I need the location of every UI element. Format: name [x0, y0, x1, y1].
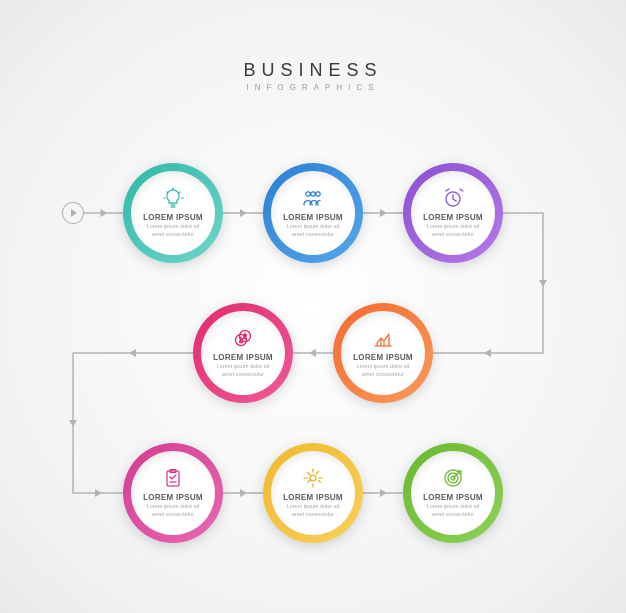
arrowhead — [380, 209, 387, 217]
step-title: LOREM IPSUM — [283, 493, 343, 502]
arrowhead — [539, 280, 547, 287]
arrowhead — [380, 489, 387, 497]
arrowhead — [95, 489, 102, 497]
step-desc: Lorem ipsum dolor sit amet consectetur — [411, 504, 495, 518]
step-node-6: LOREM IPSUM Lorem ipsum dolor sit amet c… — [123, 443, 223, 543]
gear-icon — [302, 467, 324, 489]
step-title: LOREM IPSUM — [143, 213, 203, 222]
step-desc: Lorem ipsum dolor sit amet consectetur — [411, 224, 495, 238]
step-node-1: LOREM IPSUM Lorem ipsum dolor sit amet c… — [123, 163, 223, 263]
arrowhead — [309, 349, 316, 357]
arrowhead — [240, 209, 247, 217]
step-title: LOREM IPSUM — [143, 493, 203, 502]
clock-icon — [442, 187, 464, 209]
step-desc: Lorem ipsum dolor sit amet consectetur — [131, 224, 215, 238]
arrowhead — [69, 420, 77, 427]
step-title: LOREM IPSUM — [423, 213, 483, 222]
arrowhead — [240, 489, 247, 497]
step-desc: Lorem ipsum dolor sit amet consectetur — [271, 224, 355, 238]
step-desc: Lorem ipsum dolor sit amet consectetur — [271, 504, 355, 518]
step-desc: Lorem ipsum dolor sit amet consectetur — [341, 364, 425, 378]
step-title: LOREM IPSUM — [283, 213, 343, 222]
clipboard-icon — [162, 467, 184, 489]
step-node-8: LOREM IPSUM Lorem ipsum dolor sit amet c… — [403, 443, 503, 543]
step-title: LOREM IPSUM — [423, 493, 483, 502]
arrowhead — [484, 349, 491, 357]
step-title: LOREM IPSUM — [213, 353, 273, 362]
money-icon — [232, 327, 254, 349]
step-node-3: LOREM IPSUM Lorem ipsum dolor sit amet c… — [403, 163, 503, 263]
arrowhead — [129, 349, 136, 357]
step-node-2: LOREM IPSUM Lorem ipsum dolor sit amet c… — [263, 163, 363, 263]
arrowhead — [101, 209, 108, 217]
step-title: LOREM IPSUM — [353, 353, 413, 362]
step-desc: Lorem ipsum dolor sit amet consectetur — [131, 504, 215, 518]
step-node-5: LOREM IPSUM Lorem ipsum dolor sit amet c… — [193, 303, 293, 403]
chart-icon — [372, 327, 394, 349]
people-icon — [302, 187, 324, 209]
step-node-4: LOREM IPSUM Lorem ipsum dolor sit amet c… — [333, 303, 433, 403]
bulb-icon — [162, 187, 184, 209]
step-node-7: LOREM IPSUM Lorem ipsum dolor sit amet c… — [263, 443, 363, 543]
start-marker — [62, 202, 84, 224]
target-icon — [442, 467, 464, 489]
step-desc: Lorem ipsum dolor sit amet consectetur — [201, 364, 285, 378]
